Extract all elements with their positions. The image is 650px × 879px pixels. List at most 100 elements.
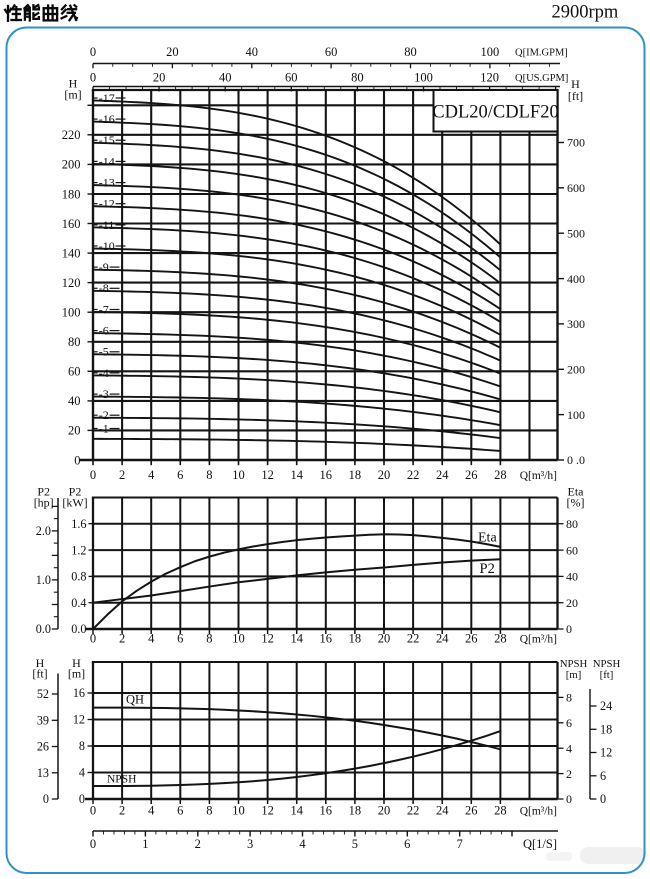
svg-text:NPSH: NPSH: [593, 658, 621, 670]
svg-text:4: 4: [148, 804, 155, 818]
svg-text:80: 80: [351, 71, 364, 85]
svg-text:H: H: [69, 77, 78, 91]
svg-text:NPSH: NPSH: [560, 658, 588, 670]
svg-text:8: 8: [206, 804, 212, 818]
svg-text:-13: -13: [99, 176, 115, 190]
svg-text:20: 20: [566, 596, 578, 610]
svg-text:P2: P2: [37, 485, 50, 499]
svg-text:24: 24: [436, 632, 449, 646]
svg-text:6: 6: [404, 837, 410, 851]
svg-text:52: 52: [37, 687, 49, 701]
svg-text:26: 26: [465, 468, 478, 482]
svg-text:16: 16: [320, 632, 333, 646]
svg-text:12: 12: [261, 468, 274, 482]
svg-text:60: 60: [285, 71, 298, 85]
svg-text:100: 100: [567, 408, 585, 422]
svg-text:-8: -8: [99, 281, 109, 295]
svg-text:6: 6: [600, 769, 606, 783]
svg-text:0: 0: [566, 622, 572, 636]
svg-text:700: 700: [567, 136, 585, 150]
svg-text:Q[1/S]: Q[1/S]: [523, 837, 557, 851]
svg-text:60: 60: [68, 365, 81, 379]
svg-text:4: 4: [566, 741, 572, 755]
svg-text:20: 20: [378, 468, 391, 482]
svg-text:0: 0: [600, 792, 606, 806]
svg-text:4: 4: [148, 468, 155, 482]
svg-text:160: 160: [62, 217, 81, 231]
svg-text:2: 2: [195, 837, 201, 851]
svg-text:0.8: 0.8: [71, 570, 86, 584]
svg-text:Q[US.GPM]: Q[US.GPM]: [515, 73, 568, 84]
svg-text:0: 0: [90, 632, 96, 646]
svg-text:24: 24: [436, 804, 449, 818]
svg-text:6: 6: [177, 804, 183, 818]
svg-text:18: 18: [349, 468, 362, 482]
svg-text:-4: -4: [99, 366, 109, 380]
svg-text:22: 22: [407, 804, 420, 818]
svg-text:0: 0: [43, 792, 49, 806]
svg-text:26: 26: [465, 804, 478, 818]
svg-text:-9: -9: [99, 260, 109, 274]
svg-text:8: 8: [566, 691, 572, 705]
svg-text:[m]: [m]: [64, 88, 81, 102]
svg-text:2: 2: [566, 767, 572, 781]
svg-text:180: 180: [62, 187, 81, 201]
svg-text:60: 60: [325, 45, 338, 59]
svg-text:-5: -5: [99, 345, 109, 359]
svg-text:[m]: [m]: [566, 669, 582, 681]
svg-text:[hp]: [hp]: [34, 496, 54, 510]
svg-text:220: 220: [62, 128, 81, 142]
svg-text:100: 100: [481, 45, 500, 59]
svg-text:NPSH: NPSH: [107, 774, 136, 786]
svg-text:0.4: 0.4: [71, 596, 86, 610]
svg-text:0: 0: [90, 468, 96, 482]
svg-text:120: 120: [62, 276, 81, 290]
svg-text:[ft]: [ft]: [568, 89, 583, 103]
svg-text:-15: -15: [99, 133, 115, 147]
svg-text:Eta: Eta: [478, 531, 497, 546]
svg-text:8: 8: [206, 632, 212, 646]
svg-text:20: 20: [378, 632, 391, 646]
svg-text:6: 6: [177, 468, 183, 482]
svg-text:2: 2: [119, 632, 125, 646]
svg-text:22: 22: [407, 632, 420, 646]
svg-text:0: 0: [74, 453, 80, 467]
svg-text:0: 0: [90, 837, 96, 851]
svg-text:0: 0: [90, 804, 96, 818]
svg-text:60: 60: [566, 543, 578, 557]
svg-text:16: 16: [73, 686, 85, 700]
svg-text:18: 18: [349, 632, 362, 646]
svg-text:-14: -14: [99, 154, 115, 168]
svg-text:0: 0: [90, 71, 96, 85]
svg-text:7: 7: [457, 837, 463, 851]
svg-text:28: 28: [494, 468, 507, 482]
svg-text:12: 12: [261, 632, 274, 646]
svg-text:20: 20: [378, 804, 391, 818]
svg-text:120: 120: [480, 71, 499, 85]
svg-text:80: 80: [68, 335, 81, 349]
svg-text:-6: -6: [99, 324, 109, 338]
svg-text:P2: P2: [69, 485, 82, 499]
svg-text:10: 10: [232, 468, 245, 482]
svg-text:500: 500: [567, 226, 585, 240]
svg-text:0: 0: [90, 45, 96, 59]
svg-text:1.6: 1.6: [71, 517, 86, 531]
svg-text:2: 2: [119, 804, 125, 818]
svg-text:[ft]: [ft]: [32, 667, 47, 681]
svg-text:-12: -12: [99, 197, 115, 211]
svg-text:20: 20: [68, 424, 81, 438]
svg-text:2900rpm: 2900rpm: [552, 3, 619, 23]
svg-text:40: 40: [68, 394, 81, 408]
svg-text:39: 39: [37, 714, 49, 728]
svg-text:4: 4: [79, 766, 85, 780]
svg-text:300: 300: [567, 317, 585, 331]
svg-text:5: 5: [352, 837, 358, 851]
svg-text:26: 26: [37, 740, 49, 754]
svg-text:-3: -3: [99, 387, 109, 401]
svg-text:14: 14: [290, 632, 303, 646]
svg-text:20: 20: [153, 71, 166, 85]
svg-text:H: H: [571, 77, 580, 91]
svg-text:24: 24: [436, 468, 449, 482]
svg-text:[m]: [m]: [68, 667, 85, 681]
svg-text:-11: -11: [99, 218, 115, 232]
